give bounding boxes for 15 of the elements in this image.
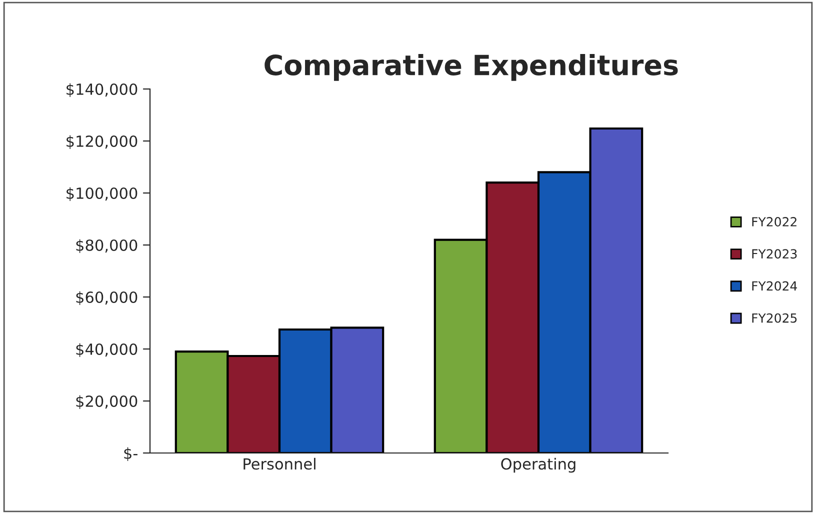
legend-label: FY2024	[752, 281, 797, 291]
y-tick-label: $80,000	[76, 239, 138, 254]
y-tick-label: $20,000	[76, 395, 138, 410]
chart-title: Comparative Expenditures	[264, 54, 678, 81]
x-tick-label: Operating	[501, 458, 576, 473]
y-tick-label: $140,000	[66, 83, 138, 98]
y-tick-label: $-	[124, 447, 138, 462]
legend-label: FY2023	[752, 249, 797, 259]
y-tick-label: $120,000	[66, 135, 138, 150]
x-tick-label: Personnel	[244, 458, 316, 470]
legend-label: FY2022	[752, 217, 796, 226]
y-tick-label: $100,000	[66, 187, 138, 202]
legend-label: FY2025	[752, 313, 797, 323]
y-tick-label: $40,000	[76, 343, 138, 358]
y-tick-label: $60,000	[76, 291, 138, 306]
